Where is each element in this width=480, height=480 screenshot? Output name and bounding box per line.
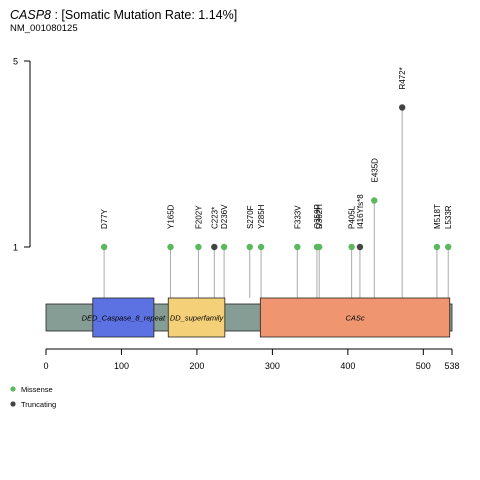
mutation-rate: : [Somatic Mutation Rate: 1.14%] xyxy=(51,8,237,22)
mutation-label: D236V xyxy=(220,204,229,229)
mutation-label: Y285H xyxy=(257,204,266,229)
domain-label: DED_Caspase_8_repeat xyxy=(82,314,166,323)
mutation-point xyxy=(433,243,441,251)
legend-label: Truncating xyxy=(21,400,56,409)
mutation-point xyxy=(398,104,406,111)
mutation-point xyxy=(246,243,253,251)
lollipops: D77Y Y165D F202Y C223* D236V S270F Y285H F333V Q… xyxy=(100,67,453,298)
y-tick-label: 1 xyxy=(13,243,18,253)
transcript-id: NM_001080125 xyxy=(10,23,78,34)
mutation-point xyxy=(257,243,265,251)
mutation-point xyxy=(348,243,355,251)
x-tick-label: 100 xyxy=(114,361,129,371)
domain-label: DD_superfamily xyxy=(170,314,225,323)
x-tick-label: 400 xyxy=(340,361,355,371)
protein-backbone: DED_Caspase_8_repeat DD_superfamily CASc xyxy=(45,297,453,338)
x-tick-label: 200 xyxy=(189,361,204,371)
mutation-label: Y165D xyxy=(167,204,176,229)
mutation-point xyxy=(445,243,452,251)
mutation-label: F202Y xyxy=(194,205,203,229)
mutation-point xyxy=(315,243,323,251)
mutation-label: C223* xyxy=(210,207,219,229)
x-tick-label: 300 xyxy=(265,361,280,371)
legend-marker xyxy=(10,386,16,392)
mutation-label: D362H xyxy=(315,204,324,229)
mutation-label: S270F xyxy=(246,205,255,229)
mutation-point xyxy=(211,243,218,251)
chart-title: CASP8 : [Somatic Mutation Rate: 1.14%] xyxy=(10,8,237,22)
mutation-point xyxy=(195,243,202,251)
y-tick-label: 5 xyxy=(13,57,18,67)
legend: Missense Truncating xyxy=(10,385,56,409)
mutation-point xyxy=(220,243,228,251)
domain-box xyxy=(167,297,226,338)
mutation-label: L533R xyxy=(444,205,453,229)
x-tick-label: 500 xyxy=(416,361,431,371)
x-tick-label: 538 xyxy=(444,361,459,371)
mutation-point xyxy=(356,243,364,251)
mutation-point xyxy=(100,243,108,251)
domain-box xyxy=(259,297,451,338)
mutation-label: M518T xyxy=(433,204,442,229)
x-tick-label: 0 xyxy=(43,361,48,371)
mutation-label: I416Yfs*8 xyxy=(356,194,365,229)
x-axis: 0 100 200 300 400 500 538 xyxy=(43,348,460,371)
mutation-label: Q359P xyxy=(313,204,322,229)
mutation-point xyxy=(371,197,378,204)
mutation-label: F333V xyxy=(293,205,302,229)
domain-label: CASc xyxy=(345,314,364,323)
mutation-point xyxy=(167,243,174,251)
mutation-label: P405L xyxy=(348,205,357,229)
gene-name: CASP8 xyxy=(10,8,51,22)
legend-marker xyxy=(10,401,16,407)
mutation-point xyxy=(294,243,301,251)
legend-label: Missense xyxy=(21,385,53,394)
mutation-label: E435D xyxy=(370,158,379,183)
domain-box xyxy=(92,297,155,338)
mutation-label: D77Y xyxy=(100,208,109,229)
y-axis: 15 xyxy=(13,57,31,253)
mutation-label: R472* xyxy=(398,67,407,89)
